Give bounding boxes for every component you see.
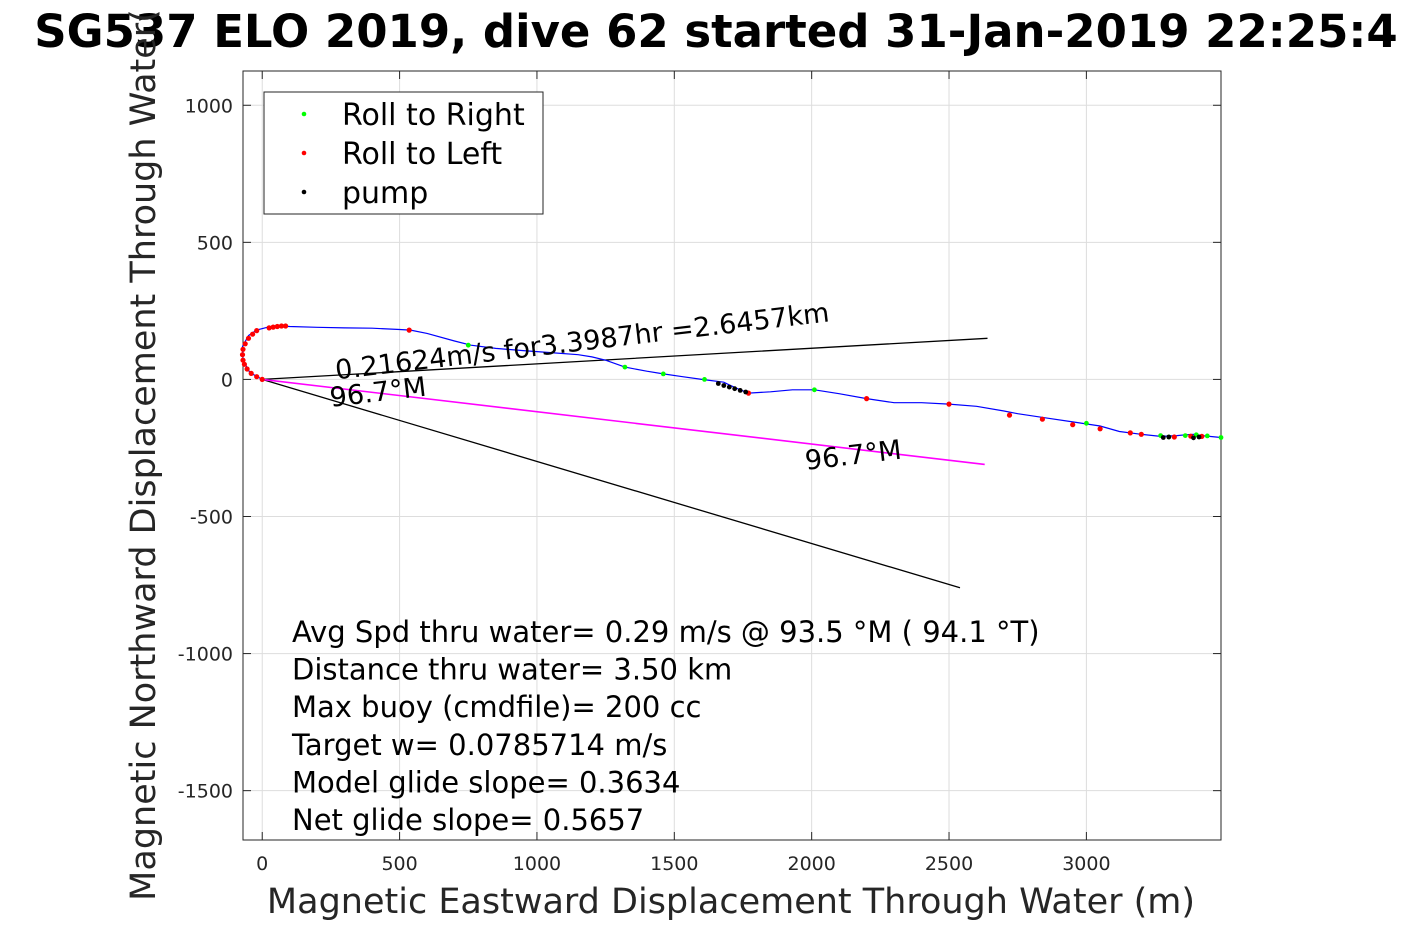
legend-box [263, 91, 544, 215]
roll-left-point [283, 323, 289, 329]
x-tick-label: 3000 [1062, 853, 1110, 875]
pump-point [737, 388, 743, 393]
x-tick-label: 2000 [787, 853, 835, 875]
x-tick-label: 0 [256, 853, 268, 875]
roll-right-point [1218, 435, 1224, 440]
roll-right-point [622, 364, 628, 370]
roll-left-point [242, 341, 248, 347]
stat-line: Max buoy (cmdfile)= 200 cc [292, 690, 701, 724]
roll-left-point [406, 327, 412, 333]
roll-left-point [245, 335, 252, 341]
roll-left-point [241, 361, 247, 367]
heading-annotation: 96.7°M [803, 435, 903, 477]
stat-line: Avg Spd thru water= 0.29 m/s @ 93.5 °M (… [292, 615, 1040, 649]
roll-left-point [864, 396, 870, 402]
legend-label: Roll to Left [342, 137, 502, 172]
heading-line [262, 378, 985, 466]
y-tick-label: -1500 [178, 781, 233, 803]
roll-left-point [1006, 412, 1013, 418]
roll-left-point [239, 352, 246, 358]
roll-left-point [250, 331, 256, 337]
legend-label: Roll to Right [342, 98, 525, 133]
dive-track-line [241, 325, 1222, 439]
roll-left-point [244, 366, 250, 372]
roll-right-point [1084, 420, 1089, 426]
legend-marker [301, 189, 307, 195]
pump-point [1160, 435, 1166, 440]
roll-right-point [660, 371, 666, 377]
roll-left-point [240, 357, 246, 363]
roll-left-point [240, 346, 246, 352]
data-layer [239, 323, 1224, 589]
stat-line: Distance thru water= 3.50 km [292, 653, 732, 687]
roll-left-point [1070, 422, 1076, 428]
pump-point [715, 381, 721, 386]
roll-left-point [1127, 430, 1133, 436]
legend-marker [301, 111, 307, 117]
x-tick-label: 500 [381, 853, 417, 875]
pump-point [1191, 435, 1196, 441]
y-tick-label: -1000 [178, 644, 233, 666]
chart-title: SG537 ELO 2019, dive 62 started 31-Jan-2… [34, 5, 1397, 58]
roll-left-point [270, 324, 276, 330]
y-tick-label: 1000 [185, 95, 233, 117]
legend-label: pump [342, 176, 428, 211]
y-tick-label: 0 [221, 369, 233, 391]
roll-left-point [1039, 416, 1045, 422]
roll-left-point [274, 323, 280, 330]
pump-point [743, 389, 749, 395]
y-tick-label: 500 [197, 232, 233, 254]
stat-line: Net glide slope= 0.5657 [292, 803, 644, 837]
roll-left-point [266, 325, 272, 331]
roll-left-point [278, 323, 285, 329]
stats-block: Avg Spd thru water= 0.29 m/s @ 93.5 °M (… [291, 615, 1040, 837]
y-tick-label: -500 [190, 506, 233, 528]
roll-left-point [1138, 431, 1144, 437]
stat-line: Target w= 0.0785714 m/s [291, 728, 667, 762]
roll-right-point [1204, 433, 1210, 439]
pump-point [721, 383, 727, 388]
roll-left-point [254, 374, 260, 380]
roll-right-point [465, 342, 471, 348]
pump-point [1166, 434, 1172, 440]
roll-left-point [1171, 434, 1177, 440]
roll-left-point [1097, 426, 1103, 432]
legend-marker [301, 150, 307, 156]
pump-point [726, 384, 732, 390]
pump-point [732, 386, 738, 392]
annotations: 0.21624m/s for3.3987hr =2.6457km96.7°M96… [328, 297, 903, 476]
roll-left-point [248, 370, 254, 376]
pump-point [1196, 434, 1202, 440]
x-tick-label: 1000 [513, 853, 561, 875]
y-axis-label: Magnetic Northward Displacement Through … [124, 9, 164, 901]
axis-ticks: 0 500 1000 1500 2000 2500 3000 -1500 -1000 -500 0 5… [178, 71, 1221, 875]
roll-right-point [702, 377, 707, 382]
plot-frame [242, 70, 1222, 841]
roll-left-point [259, 376, 265, 382]
x-tick-label: 2500 [925, 853, 973, 875]
roll-left-point [254, 328, 260, 334]
roll-right-point [812, 387, 817, 393]
x-tick-label: 1500 [650, 853, 698, 875]
legend: Roll to Right Roll to Left pump [263, 91, 544, 215]
roll-right-point [1182, 433, 1188, 438]
roll-left-point [946, 401, 952, 407]
stat-line: Model glide slope= 0.3634 [292, 765, 680, 799]
x-axis-label: Magnetic Eastward Displacement Through W… [267, 882, 1195, 922]
